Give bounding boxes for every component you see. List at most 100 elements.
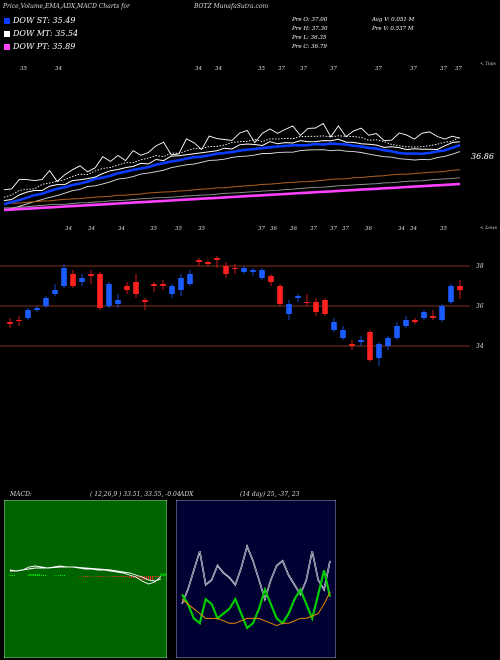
- candle-body: [394, 326, 400, 338]
- ema-top-number: 34: [195, 66, 202, 72]
- candle-body: [214, 258, 220, 260]
- candle-body: [376, 344, 382, 358]
- ema-last-value: 36.86: [471, 152, 494, 161]
- ema-bottom-number: 36: [270, 226, 277, 232]
- candlestick-chart: 38 36 34: [0, 256, 484, 366]
- ema-top-number: 34: [215, 66, 222, 72]
- candle-body: [151, 284, 157, 286]
- ema-top-number: 35: [20, 66, 27, 72]
- legend-label-pt: DOW PT: 35.89: [13, 42, 76, 51]
- legend-dow-pt: DOW PT: 35.89: [4, 42, 75, 51]
- candle-body: [358, 340, 364, 342]
- candle-body: [34, 308, 40, 310]
- ema-top-number: 37: [300, 66, 307, 72]
- candle-body: [259, 270, 265, 278]
- candle-body: [106, 284, 112, 306]
- candle-body: [430, 316, 436, 318]
- ema-short-line: [3, 138, 461, 202]
- macd-line: [9, 565, 162, 585]
- candle-body: [367, 332, 373, 360]
- chart-title-center: BOTZ MunafaSutra.com: [194, 3, 269, 10]
- candle-body: [7, 322, 13, 324]
- candle-body: [16, 320, 22, 321]
- ema-bottom-number: 35: [150, 226, 157, 232]
- candle-body: [88, 274, 94, 276]
- legend-dow-mt: DOW MT: 35.54: [4, 29, 78, 38]
- ema-bottom-number: 35: [175, 226, 182, 232]
- candle-body: [25, 310, 31, 318]
- candle-body: [268, 276, 274, 282]
- stat-prev-open: Pre O: 37.00: [292, 17, 328, 23]
- ema-top-number: 37: [455, 66, 462, 72]
- ema-top-number: 35: [258, 66, 265, 72]
- ema-gray-line: [3, 177, 461, 209]
- stat-prev-high: Pre H: 37.30: [292, 26, 328, 32]
- ema-tops-label: < Tops: [480, 62, 496, 67]
- macd-signal-line: [10, 566, 162, 582]
- ema-bottom-number: 34: [118, 226, 125, 232]
- stat-avg-volume: Avg V: 0.051 M: [372, 17, 415, 23]
- candle-body: [421, 312, 427, 318]
- candle-body: [232, 268, 238, 269]
- ema-bottom-number: 37: [342, 226, 349, 232]
- candle-body: [412, 320, 418, 322]
- ema-bottom-number: 36: [290, 226, 297, 232]
- ema-bottom-number: 36: [365, 226, 372, 232]
- candle-body: [241, 268, 247, 272]
- candle-body: [439, 306, 445, 320]
- candle-body: [43, 298, 49, 306]
- adx-di-minus-line: [181, 570, 332, 630]
- candle-body: [448, 286, 454, 302]
- candle-body: [340, 330, 346, 338]
- chart-title-left: Price,Volume,EMA,ADX,MACD Charts for: [3, 3, 130, 10]
- ema-top-number: 37: [330, 66, 337, 72]
- macd-label: MACD:: [10, 491, 32, 498]
- ema-fast-line: [3, 142, 461, 206]
- ema-bottom-number: 34: [65, 226, 72, 232]
- price-tick-label: 38: [476, 263, 484, 270]
- candle-body: [169, 286, 175, 294]
- ema-bottom-number: 34: [410, 226, 417, 232]
- ema-top-number: 37: [278, 66, 285, 72]
- price-tick-label: 36: [476, 303, 484, 310]
- macd-chart: [4, 500, 167, 658]
- candle-body: [295, 296, 301, 298]
- ema-top-number: 37: [440, 66, 447, 72]
- candle-body: [349, 344, 355, 346]
- candle-body: [403, 320, 409, 326]
- ema-chart: 35 34 34 34 35 37 37 37 37 37 37 37 34 34 34 35 35 35 37 3…: [3, 66, 462, 232]
- adx-di-plus-inner: [181, 545, 331, 605]
- candle-body: [277, 286, 283, 304]
- candle-body: [97, 274, 103, 308]
- ema-top-number: 37: [375, 66, 382, 72]
- candle-body: [223, 266, 229, 274]
- candle-body: [61, 268, 67, 286]
- legend-swatch-st: [4, 18, 10, 24]
- price-tick-label: 34: [476, 343, 484, 350]
- legend-swatch-mt: [4, 31, 10, 37]
- stat-prev-volume: Pre V: 0.537 M: [372, 26, 414, 32]
- legend-dow-st: DOW ST: 35.49: [4, 16, 75, 25]
- candle-body: [187, 274, 193, 284]
- ema-bottom-number: 37: [258, 226, 265, 232]
- ema-bottom-number: 37: [330, 226, 337, 232]
- ema-lows-label: < Lows: [480, 226, 498, 231]
- candle-body: [70, 274, 76, 286]
- ema-bottom-number: 34: [88, 226, 95, 232]
- ema-bottom-number: 35: [198, 226, 205, 232]
- candle-body: [304, 302, 310, 303]
- candle-body: [250, 270, 256, 272]
- legend-label-mt: DOW MT: 35.54: [13, 29, 79, 38]
- adx-line: [181, 591, 331, 627]
- candle-body: [52, 290, 58, 294]
- ema-top-number: 37: [410, 66, 417, 72]
- candle-body: [79, 278, 85, 282]
- macd-background: [4, 500, 167, 658]
- ema-brown-line: [3, 169, 461, 205]
- ema-dotted-line: [3, 135, 461, 198]
- candle-body: [457, 286, 463, 291]
- stat-prev-close: Pre C: 36.79: [292, 44, 327, 50]
- candle-body: [115, 300, 121, 304]
- ema-mid-line: [3, 149, 461, 210]
- adx-params: (14 day) 25, -37, 23: [240, 491, 300, 498]
